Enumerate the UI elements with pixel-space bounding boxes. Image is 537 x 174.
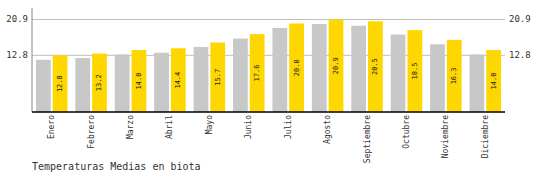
bar xyxy=(430,44,445,112)
bar xyxy=(368,21,383,112)
bar xyxy=(132,50,147,112)
data-label: 15.7 xyxy=(214,69,222,86)
bar xyxy=(92,54,107,112)
bar xyxy=(289,23,304,112)
x-tick-label: Junio xyxy=(244,115,253,139)
data-label: 13.2 xyxy=(96,74,104,91)
bar xyxy=(233,39,248,112)
x-tick-label: Diciembre xyxy=(481,115,490,159)
x-tick-label: Agosto xyxy=(323,115,332,144)
bar xyxy=(53,55,68,112)
bar xyxy=(486,50,501,112)
data-label: 14.0 xyxy=(135,73,143,90)
data-label: 17.6 xyxy=(253,65,261,82)
data-label: 14.4 xyxy=(174,72,182,89)
bar xyxy=(154,53,169,112)
chart-container: 12.8 12.8 20.9 20.9 12.8 13.2 14.0 14.4 15.7 17.6… xyxy=(0,0,537,174)
y-tick-label: 12.8 xyxy=(6,50,28,60)
bar xyxy=(407,30,422,112)
x-tick-label: Marzo xyxy=(126,115,135,139)
data-label: 20.5 xyxy=(371,58,379,75)
y-tick-label: 20.9 xyxy=(6,14,28,24)
bar xyxy=(312,24,327,112)
y-axis-line xyxy=(32,8,33,112)
x-tick-label: Enero xyxy=(47,115,56,139)
title: Temperaturas Medias en biota xyxy=(32,161,201,172)
x-tick-label: Abril xyxy=(165,115,174,139)
bar xyxy=(447,40,462,112)
bar xyxy=(36,60,51,112)
data-label: 20.9 xyxy=(332,57,340,74)
x-axis-line xyxy=(32,111,505,113)
x-tick-label: Febrero xyxy=(87,115,96,149)
data-label: 18.5 xyxy=(411,63,419,80)
x-tick-label: Mayo xyxy=(205,115,214,134)
bar xyxy=(470,54,485,112)
bar xyxy=(250,34,265,112)
data-label: 20.0 xyxy=(293,59,301,76)
bar xyxy=(115,54,130,112)
y2-tick-label: 12.8 xyxy=(509,50,531,60)
data-label: 16.3 xyxy=(450,68,458,85)
x-tick-label: Septiembre xyxy=(363,115,372,163)
x-tick-label: Octubre xyxy=(402,115,411,149)
bar xyxy=(351,26,366,112)
y2-tick-label: 20.9 xyxy=(509,14,531,24)
chart-svg: 12.8 12.8 20.9 20.9 12.8 13.2 14.0 14.4 15.7 17.6… xyxy=(0,0,537,174)
data-label: 14.0 xyxy=(490,73,498,90)
bar xyxy=(171,48,186,112)
bar xyxy=(75,58,90,112)
bar xyxy=(329,20,344,112)
bar xyxy=(210,43,225,112)
data-label: 12.8 xyxy=(56,75,64,92)
bars xyxy=(36,20,501,112)
x-tick-label: Julio xyxy=(284,115,293,139)
bar xyxy=(391,35,406,112)
bar xyxy=(272,28,287,112)
x-tick-label: Noviembre xyxy=(441,115,450,159)
bar xyxy=(194,47,209,112)
grid-line xyxy=(32,19,505,20)
